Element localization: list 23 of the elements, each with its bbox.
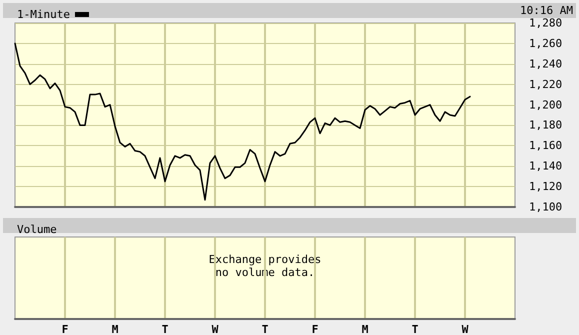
category-label: M: [362, 323, 368, 335]
y-tick-label: 1,100: [529, 200, 562, 214]
y-tick-label: 1,200: [529, 98, 562, 112]
category-label: T: [162, 323, 168, 335]
y-tick-label: 1,260: [529, 36, 562, 50]
y-tick-label: 1,160: [529, 139, 562, 152]
text: 10:16 AM: [520, 4, 574, 17]
text: Volume: [17, 223, 57, 236]
y-tick-label: 1,120: [529, 180, 562, 194]
category-label: W: [462, 323, 468, 335]
legend-label: 1-Minute: [16, 8, 70, 21]
y-tick-label: 1,280: [529, 16, 562, 30]
y-tick-label: 1,140: [529, 160, 562, 173]
category-label: M: [112, 323, 118, 335]
category-label: F: [312, 323, 318, 335]
y-tick-label: 1,220: [529, 78, 562, 91]
category-label: F: [62, 323, 68, 335]
y-tick-label: 1,240: [529, 57, 562, 70]
y-tick-label: 1,180: [529, 118, 562, 132]
category-label: T: [262, 323, 268, 335]
category-label: T: [412, 323, 418, 335]
line-series: [14, 42, 471, 201]
category-label: W: [212, 323, 218, 335]
